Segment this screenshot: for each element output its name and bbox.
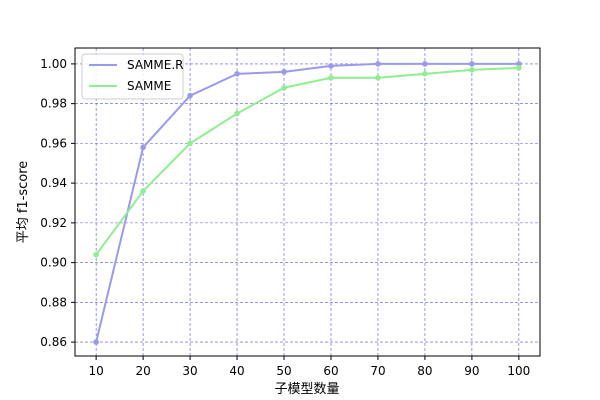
data-point-samme-r [281,69,287,75]
y-axis: 0.86 0.88 0.90 0.92 0.94 0.96 0.98 1.00 [40,57,75,349]
data-point-samme [375,75,381,81]
data-point-samme [281,84,287,91]
series-group [93,61,522,345]
data-point-samme-r [422,61,428,67]
y-tick-label: 0.88 [40,295,67,309]
series-line-samme [95,66,519,256]
y-tick-label: 0.96 [40,136,67,150]
data-point-samme-r [375,61,381,67]
data-point-samme-r [469,61,475,67]
y-tick-label: 0.98 [40,97,67,111]
x-axis: 10 20 30 40 50 60 70 80 90 100 [88,356,530,378]
x-tick-label: 60 [323,364,338,378]
data-point-samme [516,65,522,71]
x-tick-label: 50 [276,364,291,378]
data-point-samme [328,75,334,81]
data-point-samme [140,188,146,194]
x-axis-title: 子模型数量 [274,382,339,397]
plot-frame [74,47,541,357]
x-tick-label: 10 [88,364,103,378]
series-line-samme-r [95,62,519,343]
data-point-samme-r [187,92,193,99]
y-tick-label: 0.92 [40,216,67,230]
x-tick-label: 90 [464,364,479,378]
x-tick-label: 20 [135,364,150,378]
data-point-samme-r [140,144,146,151]
data-point-samme [422,71,428,77]
y-tick-label: 0.90 [40,256,67,270]
legend: SAMME.R SAMME [81,53,184,100]
data-point-samme [469,67,475,73]
legend-label-samme: SAMME [127,79,171,93]
y-tick-label: 0.86 [40,335,67,349]
data-point-samme-r [328,63,334,69]
y-tick-label: 1.00 [40,57,67,71]
data-point-samme [93,251,99,258]
x-tick-label: 80 [417,364,432,378]
data-point-samme [187,140,193,147]
data-point-samme-r [234,71,240,77]
x-tick-label: 70 [370,364,385,378]
y-axis-title: 平均 f1-score [16,161,31,244]
x-tick-label: 40 [229,364,244,378]
data-point-samme [234,110,240,117]
data-point-samme-r [93,339,99,345]
x-tick-label: 30 [182,364,197,378]
data-point-samme-r [516,61,522,67]
y-tick-label: 0.94 [40,176,67,190]
legend-label-samme-r: SAMME.R [127,58,184,72]
x-tick-label: 100 [507,364,530,378]
